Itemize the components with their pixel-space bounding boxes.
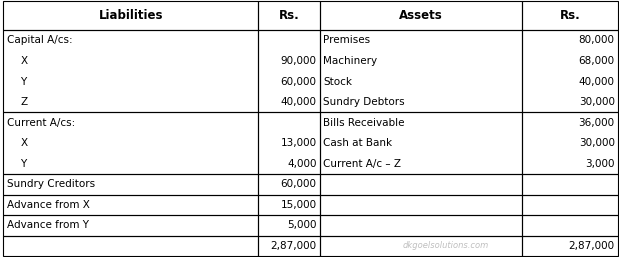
Bar <box>258 1 319 30</box>
Text: Machinery: Machinery <box>323 56 378 66</box>
Bar <box>258 112 319 174</box>
Bar <box>3 30 258 112</box>
Bar <box>319 112 522 174</box>
Text: Current A/cs:: Current A/cs: <box>7 118 75 128</box>
Bar <box>522 215 618 236</box>
Bar <box>258 236 319 256</box>
Text: 13,000: 13,000 <box>280 138 316 148</box>
Bar <box>319 215 522 236</box>
Text: 2,87,000: 2,87,000 <box>271 241 316 251</box>
Text: Sundry Creditors: Sundry Creditors <box>7 179 95 189</box>
Bar <box>3 112 258 174</box>
Bar <box>3 195 258 215</box>
Text: Z: Z <box>20 97 28 107</box>
Bar <box>319 30 522 112</box>
Bar <box>3 1 258 30</box>
Bar <box>522 236 618 256</box>
Bar <box>319 236 522 256</box>
Bar <box>522 1 618 30</box>
Bar <box>258 30 319 112</box>
Text: Current A/c – Z: Current A/c – Z <box>323 159 401 169</box>
Bar <box>319 174 522 195</box>
Text: Y: Y <box>20 77 27 87</box>
Bar <box>522 30 618 112</box>
Text: 2,87,000: 2,87,000 <box>568 241 615 251</box>
Text: Advance from Y: Advance from Y <box>7 221 89 230</box>
Text: Advance from X: Advance from X <box>7 200 90 210</box>
Text: 60,000: 60,000 <box>280 179 316 189</box>
Text: 40,000: 40,000 <box>280 97 316 107</box>
Text: dkgoelsolutions.com: dkgoelsolutions.com <box>403 242 489 251</box>
Bar <box>3 236 258 256</box>
Text: Assets: Assets <box>399 9 443 22</box>
Text: Liabilities: Liabilities <box>98 9 163 22</box>
Text: Rs.: Rs. <box>279 9 300 22</box>
Text: Rs.: Rs. <box>560 9 581 22</box>
Text: X: X <box>20 56 28 66</box>
Text: 36,000: 36,000 <box>579 118 615 128</box>
Text: 40,000: 40,000 <box>579 77 615 87</box>
Text: 30,000: 30,000 <box>579 97 615 107</box>
Bar <box>522 195 618 215</box>
Text: Sundry Debtors: Sundry Debtors <box>323 97 405 107</box>
Bar <box>3 215 258 236</box>
Text: Y: Y <box>20 159 27 169</box>
Bar <box>522 112 618 174</box>
Text: 68,000: 68,000 <box>579 56 615 66</box>
Text: X: X <box>20 138 28 148</box>
Text: 30,000: 30,000 <box>579 138 615 148</box>
Text: Cash at Bank: Cash at Bank <box>323 138 392 148</box>
Bar <box>258 174 319 195</box>
Text: Premises: Premises <box>323 35 371 45</box>
Bar <box>319 1 522 30</box>
Text: 90,000: 90,000 <box>280 56 316 66</box>
Text: Capital A/cs:: Capital A/cs: <box>7 35 72 45</box>
Bar <box>258 215 319 236</box>
Text: 5,000: 5,000 <box>287 221 316 230</box>
Bar <box>3 174 258 195</box>
Bar <box>258 195 319 215</box>
Text: Stock: Stock <box>323 77 352 87</box>
Text: 3,000: 3,000 <box>585 159 615 169</box>
Text: 80,000: 80,000 <box>579 35 615 45</box>
Text: 15,000: 15,000 <box>280 200 316 210</box>
Bar <box>522 174 618 195</box>
Text: 4,000: 4,000 <box>287 159 316 169</box>
Text: 60,000: 60,000 <box>280 77 316 87</box>
Text: Bills Receivable: Bills Receivable <box>323 118 405 128</box>
Bar <box>319 195 522 215</box>
